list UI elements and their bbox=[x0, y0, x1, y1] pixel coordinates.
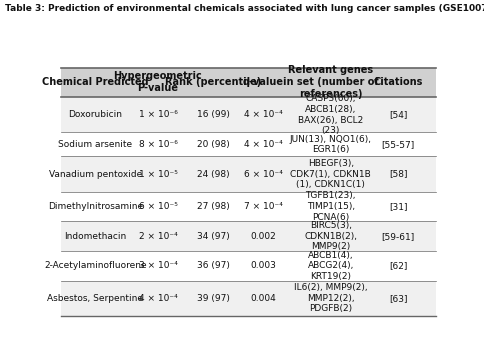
Text: 8 × 10⁻⁶: 8 × 10⁻⁶ bbox=[138, 140, 177, 149]
Text: [58]: [58] bbox=[388, 170, 407, 179]
Bar bbox=[60, 281, 436, 316]
Text: Relevant genes
in set (number of
references): Relevant genes in set (number of referen… bbox=[282, 66, 378, 100]
Text: [55-57]: [55-57] bbox=[381, 140, 414, 149]
Text: 27 (98): 27 (98) bbox=[197, 202, 229, 211]
Text: [63]: [63] bbox=[388, 294, 407, 303]
Bar bbox=[60, 68, 436, 97]
Text: [31]: [31] bbox=[388, 202, 407, 211]
Text: 36 (97): 36 (97) bbox=[197, 261, 229, 270]
Text: 1 × 10⁻⁶: 1 × 10⁻⁶ bbox=[138, 110, 177, 119]
Text: Chemical Predicted: Chemical Predicted bbox=[42, 77, 149, 87]
Text: Doxorubicin: Doxorubicin bbox=[68, 110, 122, 119]
Text: Hypergeometric
P-value: Hypergeometric P-value bbox=[113, 72, 202, 93]
Text: Dimethylnitrosamine: Dimethylnitrosamine bbox=[48, 202, 143, 211]
Bar bbox=[60, 192, 436, 221]
Bar bbox=[60, 221, 436, 251]
Text: [62]: [62] bbox=[388, 261, 407, 270]
Text: ABCB1(4),
ABCG2(4),
KRT19(2): ABCB1(4), ABCG2(4), KRT19(2) bbox=[307, 251, 353, 281]
Bar bbox=[60, 132, 436, 156]
Text: 1 × 10⁻⁵: 1 × 10⁻⁵ bbox=[138, 170, 177, 179]
Text: TGFB1(23),
TIMP1(15),
PCNA(6): TGFB1(23), TIMP1(15), PCNA(6) bbox=[305, 191, 355, 222]
Text: 6 × 10⁻⁴: 6 × 10⁻⁴ bbox=[243, 170, 282, 179]
Text: 0.003: 0.003 bbox=[250, 261, 275, 270]
Text: Table 3: Prediction of environmental chemicals associated with lung cancer sampl: Table 3: Prediction of environmental che… bbox=[5, 4, 484, 13]
Text: 7 × 10⁻⁴: 7 × 10⁻⁴ bbox=[243, 202, 282, 211]
Text: 0.004: 0.004 bbox=[250, 294, 275, 303]
Text: Citations: Citations bbox=[373, 77, 422, 87]
Text: 24 (98): 24 (98) bbox=[197, 170, 229, 179]
Text: 3 × 10⁻⁴: 3 × 10⁻⁴ bbox=[138, 261, 177, 270]
Text: 20 (98): 20 (98) bbox=[197, 140, 229, 149]
Text: Sodium arsenite: Sodium arsenite bbox=[58, 140, 132, 149]
Text: IL6(2), MMP9(2),
MMP12(2),
PDGFB(2): IL6(2), MMP9(2), MMP12(2), PDGFB(2) bbox=[293, 283, 367, 314]
Text: Vanadium pentoxide: Vanadium pentoxide bbox=[49, 170, 142, 179]
Text: 6 × 10⁻⁵: 6 × 10⁻⁵ bbox=[138, 202, 177, 211]
Bar bbox=[60, 251, 436, 281]
Text: 4 × 10⁻⁴: 4 × 10⁻⁴ bbox=[243, 140, 282, 149]
Text: q-value: q-value bbox=[242, 77, 283, 87]
Text: 0.002: 0.002 bbox=[250, 232, 275, 241]
Bar bbox=[60, 97, 436, 132]
Text: Asbestos, Serpentine: Asbestos, Serpentine bbox=[47, 294, 143, 303]
Text: [59-61]: [59-61] bbox=[381, 232, 414, 241]
Text: JUN(13), NQO1(6),
EGR1(6): JUN(13), NQO1(6), EGR1(6) bbox=[289, 135, 371, 154]
Text: Indomethacin: Indomethacin bbox=[64, 232, 126, 241]
Text: HBEGF(3),
CDK7(1), CDKN1B
(1), CDKN1C(1): HBEGF(3), CDK7(1), CDKN1B (1), CDKN1C(1) bbox=[290, 159, 370, 189]
Text: BIRC5(3),
CDKN1B(2),
MMP9(2): BIRC5(3), CDKN1B(2), MMP9(2) bbox=[303, 221, 356, 251]
Text: 4 × 10⁻⁴: 4 × 10⁻⁴ bbox=[138, 294, 177, 303]
Text: 39 (97): 39 (97) bbox=[197, 294, 229, 303]
Text: 2 × 10⁻⁴: 2 × 10⁻⁴ bbox=[138, 232, 177, 241]
Text: Rank (percentile): Rank (percentile) bbox=[165, 77, 261, 87]
Text: [54]: [54] bbox=[388, 110, 407, 119]
Text: 16 (99): 16 (99) bbox=[197, 110, 229, 119]
Text: CASP3(60),
ABCB1(28),
BAX(26), BCL2
(23): CASP3(60), ABCB1(28), BAX(26), BCL2 (23) bbox=[298, 94, 363, 135]
Text: 34 (97): 34 (97) bbox=[197, 232, 229, 241]
Text: 2-Acetylaminofluorene: 2-Acetylaminofluorene bbox=[44, 261, 146, 270]
Text: 4 × 10⁻⁴: 4 × 10⁻⁴ bbox=[243, 110, 282, 119]
Bar bbox=[60, 156, 436, 192]
